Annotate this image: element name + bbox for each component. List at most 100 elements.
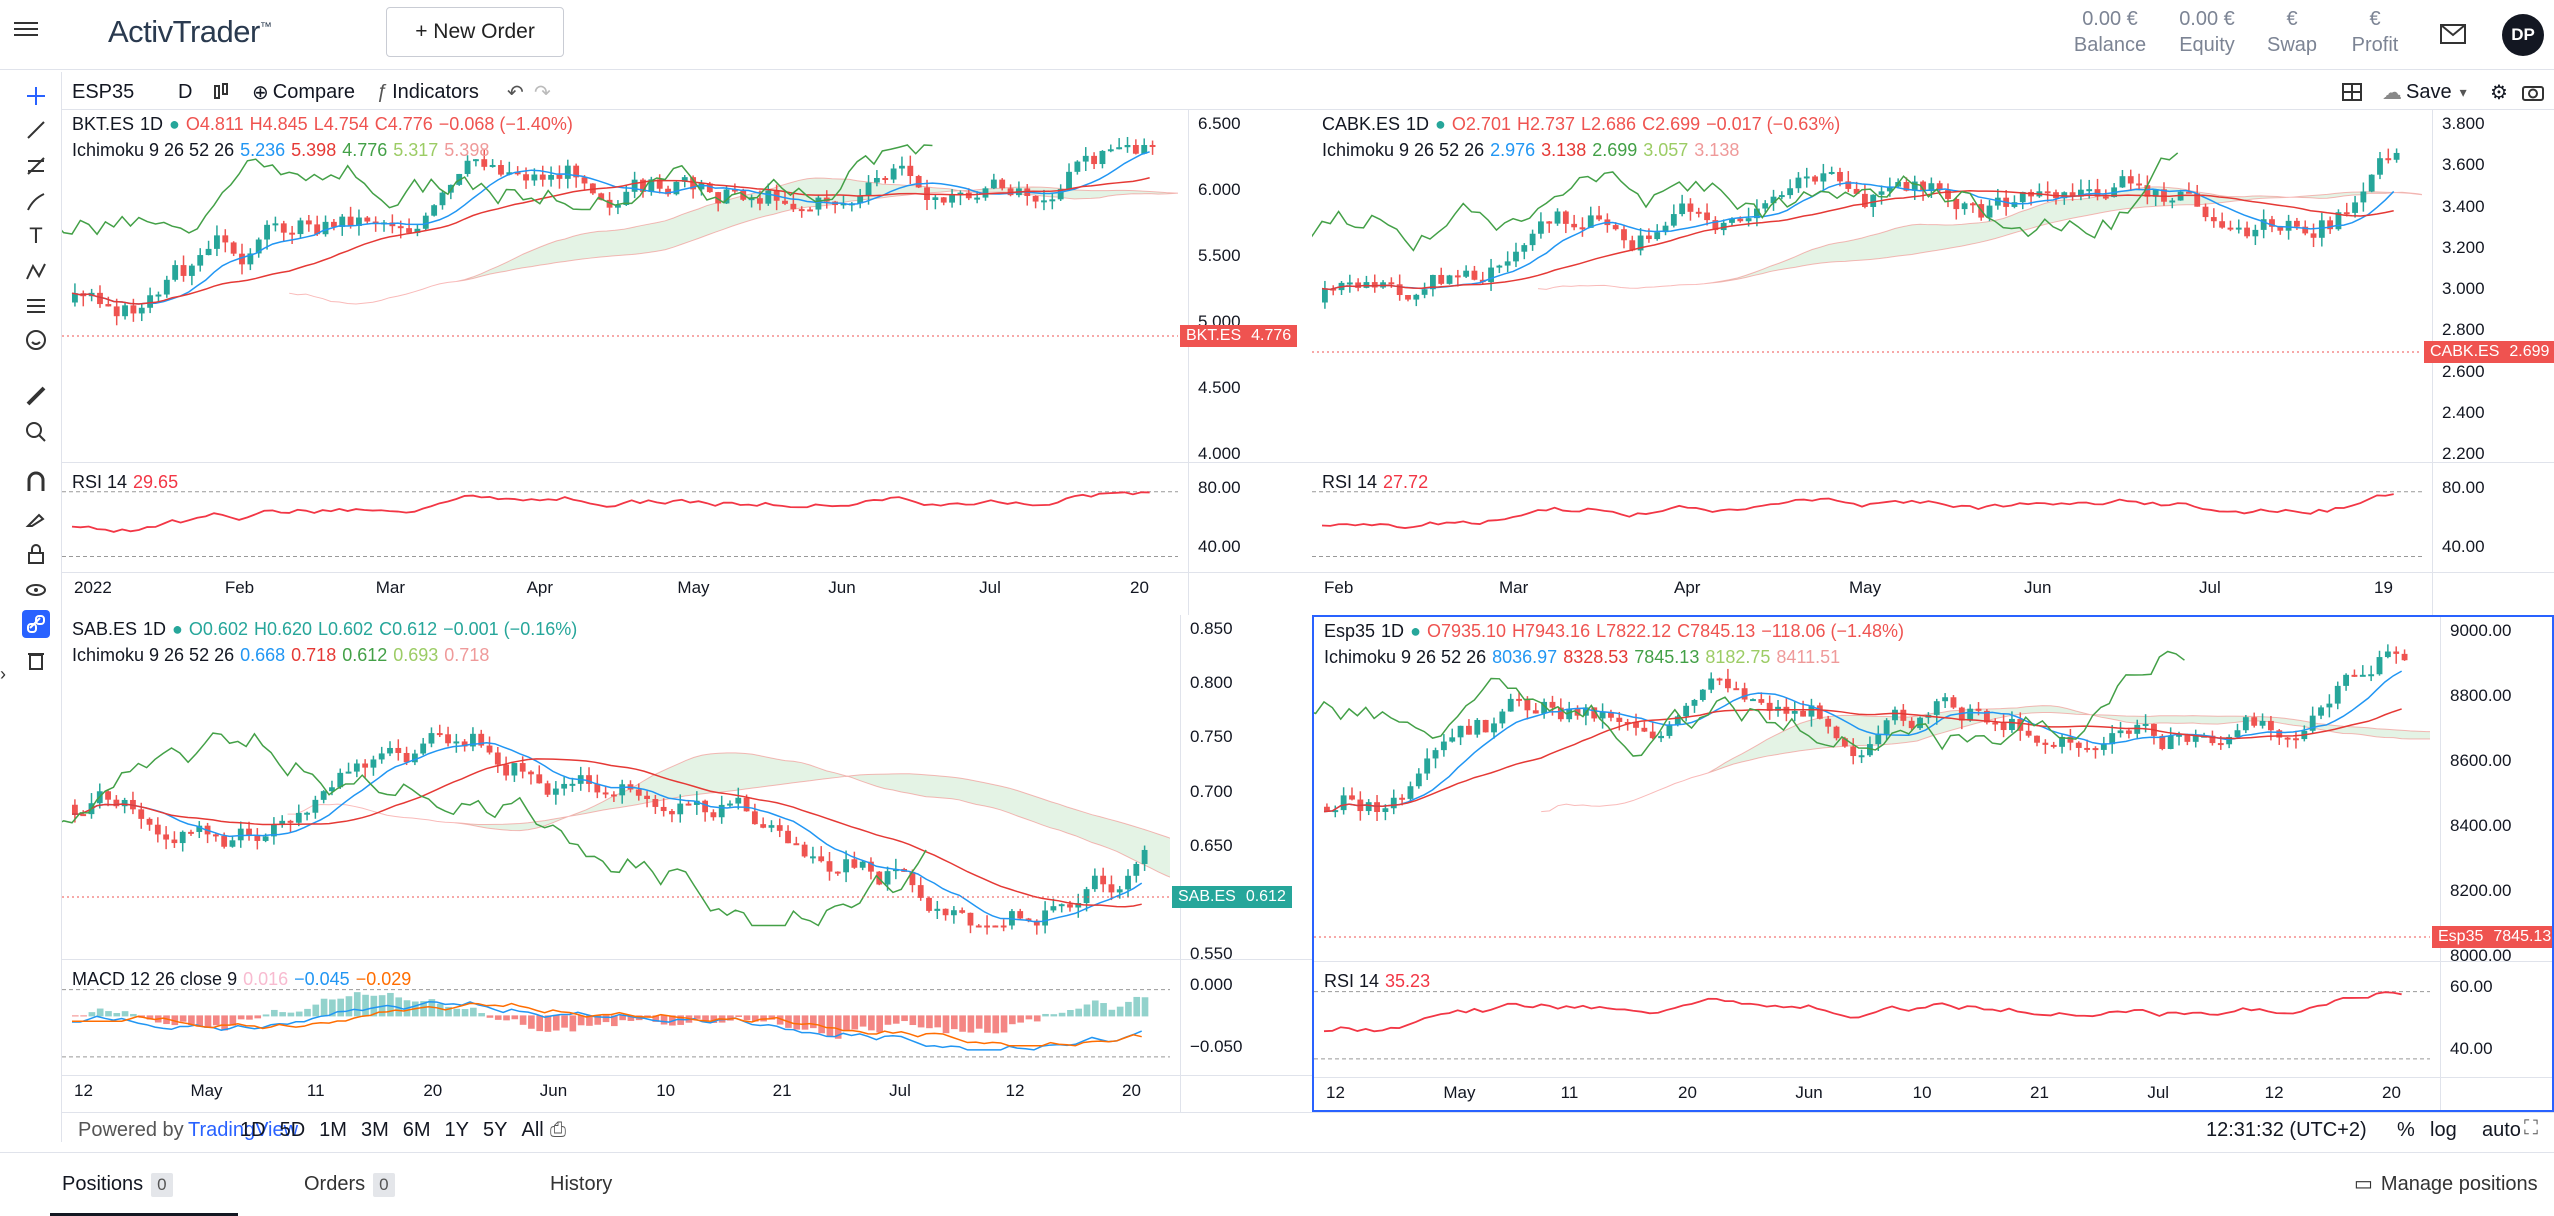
pane-divider[interactable] [62,959,1312,960]
layout-icon[interactable] [2342,78,2362,106]
tradingview-link[interactable]: TradingView [188,1119,299,1141]
price-plot[interactable] [1314,617,2430,962]
ichimoku-legend[interactable]: Ichimoku 9 26 52 26 2.976 3.138 2.699 3.057 3… [1322,138,1745,162]
main-legend[interactable]: BKT.ES 1D ● O4.811 H4.845 L4.754 C4.776 −0.068 … [72,112,579,136]
legend-symbol[interactable]: Esp35 [1324,621,1376,641]
range-button[interactable]: 6M [402,1119,431,1141]
symbol-search[interactable]: ESP35 [72,80,135,103]
price-plot[interactable] [62,110,1178,460]
fullscreen-icon[interactable]: ⛶ [2524,1117,2538,1139]
range-button[interactable]: 5Y [483,1119,508,1141]
price-axis-label: 0.650 [1190,835,1233,855]
ichimoku-legend[interactable]: Ichimoku 9 26 52 26 5.236 5.398 4.776 5.317 5… [72,138,495,162]
prediction-icon[interactable] [22,292,50,320]
text-icon[interactable]: T [29,223,43,248]
zoom-icon[interactable] [22,418,50,446]
rsi-plot[interactable] [1312,468,2422,576]
trash-icon[interactable] [22,646,50,674]
macd-histogram-bar [702,1015,709,1022]
pattern-icon[interactable] [22,258,50,286]
main-legend[interactable]: SAB.ES 1D ● O0.602 H0.620 L0.602 C0.612 −0.001 … [72,617,583,641]
goto-date-icon[interactable]: ⎙ [550,1119,566,1141]
kijun-line [71,177,1150,305]
indicators-button[interactable]: ƒ Indicators [377,78,479,106]
range-button[interactable]: All [521,1119,544,1141]
save-button[interactable]: ☁ Save ▾ [2382,78,2467,106]
camera-icon[interactable] [2522,78,2544,106]
tab-orders[interactable]: Orders 0 [304,1173,395,1197]
candle [984,925,990,928]
pane-divider[interactable] [62,462,1312,463]
candle [2284,737,2291,740]
chart-pane-sab-es[interactable]: 0.8500.8000.7500.7000.6500.6000.550SAB.E… [62,615,1312,1112]
fib-icon[interactable] [22,152,50,180]
range-button[interactable]: 3M [360,1119,389,1141]
chart-pane-cabk-es[interactable]: 3.800 3.600 3.400 3.200 3.000 2.800 2.600 2.400… [1312,110,2554,615]
redo-icon[interactable]: ↷ [534,81,551,104]
candle [1961,203,1968,210]
range-button[interactable]: 1Y [444,1119,470,1141]
trendline-icon[interactable] [22,116,50,144]
candle [337,772,344,788]
menu-icon[interactable] [14,18,38,38]
range-button[interactable]: 1D [240,1119,266,1141]
ichimoku-value: 8182.75 [1705,647,1771,667]
chart-pane-bkt-es[interactable]: 6.500 6.000 5.500 5.000 4.500 4.000 BKT.ES 4.77… [62,110,1312,615]
pane-divider[interactable] [1312,462,2554,463]
legend-symbol[interactable]: SAB.ES [72,619,138,639]
app-logo[interactable]: ActivTrader™ [108,14,272,49]
pane-divider[interactable] [1314,961,2552,962]
time-axis-label: Apr [526,578,554,597]
ruler-icon[interactable] [22,382,50,410]
ichimoku-legend[interactable]: Ichimoku 9 26 52 26 0.668 0.718 0.612 0.693 0… [72,643,495,667]
new-order-button[interactable]: + New Order [386,7,564,57]
macd-histogram-bar [503,1015,510,1021]
ichimoku-legend[interactable]: Ichimoku 9 26 52 26 8036.97 8328.53 7845.13… [1324,645,1846,669]
settings-icon[interactable]: ⚙ [2490,81,2508,104]
macd-plot[interactable] [62,965,1170,1077]
interval-button[interactable]: D [178,80,193,103]
rsi-legend[interactable]: RSI 14 35.23 [1324,969,1436,993]
macd-legend[interactable]: MACD 12 26 close 9 0.016 −0.045 −0.029 [72,967,417,991]
price-plot[interactable] [62,615,1170,960]
auto-toggle[interactable]: auto [2482,1119,2521,1141]
profit-stat[interactable]: € Profit [2340,6,2410,58]
macd-histogram-bar [88,1012,96,1017]
mail-icon[interactable] [2440,24,2466,44]
candle [1413,294,1420,300]
stay-drawing-icon[interactable] [22,504,50,532]
tab-positions[interactable]: Positions 0 [62,1173,173,1197]
crosshair-icon[interactable] [22,82,50,110]
compare-button[interactable]: ⊕ Compare [252,78,355,106]
main-legend[interactable]: CABK.ES 1D ● O2.701 H2.737 L2.686 C2.699 −0.017… [1322,112,1846,136]
eye-icon[interactable] [22,576,50,604]
legend-symbol[interactable]: BKT.ES [72,114,135,134]
candle [1737,218,1744,222]
legend-symbol[interactable]: CABK.ES [1322,114,1401,134]
log-toggle[interactable]: log [2430,1119,2457,1141]
link-icon[interactable] [22,610,50,638]
collapse-panel-icon[interactable]: › [0,664,6,684]
brush-icon[interactable] [22,188,50,216]
rsi-plot[interactable] [1314,967,2430,1079]
lock-icon[interactable] [22,540,50,568]
main-legend[interactable]: Esp35 1D ● O7935.10 H7943.16 L7822.12 C7845.13… [1324,619,1910,643]
avatar[interactable]: DP [2502,14,2544,56]
range-button[interactable]: 1M [319,1119,347,1141]
range-button[interactable]: 5D [279,1119,306,1141]
clock[interactable]: 12:31:32 (UTC+2) [2206,1119,2367,1141]
price-plot[interactable] [1312,110,2422,460]
chart-type-icon[interactable] [212,78,230,106]
chart-pane-esp35[interactable]: 9000.00 8800.00 8600.00 8400.00 8200.00 8000.… [1312,615,2554,1112]
emoji-icon[interactable] [22,326,50,354]
tab-history[interactable]: History [550,1173,613,1195]
macd-histogram-bar [1042,1013,1049,1017]
candle [1496,265,1503,268]
rsi-plot[interactable] [62,468,1178,576]
rsi-legend[interactable]: RSI 14 27.72 [1322,470,1434,494]
rsi-legend[interactable]: RSI 14 29.65 [72,470,184,494]
magnet-icon[interactable] [22,468,50,496]
manage-positions-button[interactable]: ▭ Manage positions [2354,1171,2538,1196]
undo-icon[interactable]: ↶ [507,81,524,104]
percent-toggle[interactable]: % [2397,1119,2415,1141]
